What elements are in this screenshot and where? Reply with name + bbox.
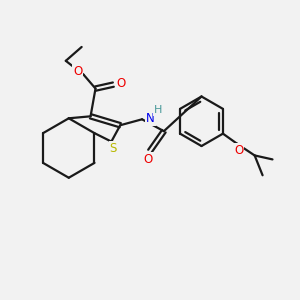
Text: O: O: [143, 153, 153, 167]
Text: N: N: [146, 112, 155, 125]
Text: O: O: [117, 77, 126, 90]
Text: S: S: [110, 142, 117, 155]
Text: O: O: [234, 144, 243, 157]
Text: O: O: [73, 65, 82, 78]
Text: H: H: [154, 105, 162, 116]
